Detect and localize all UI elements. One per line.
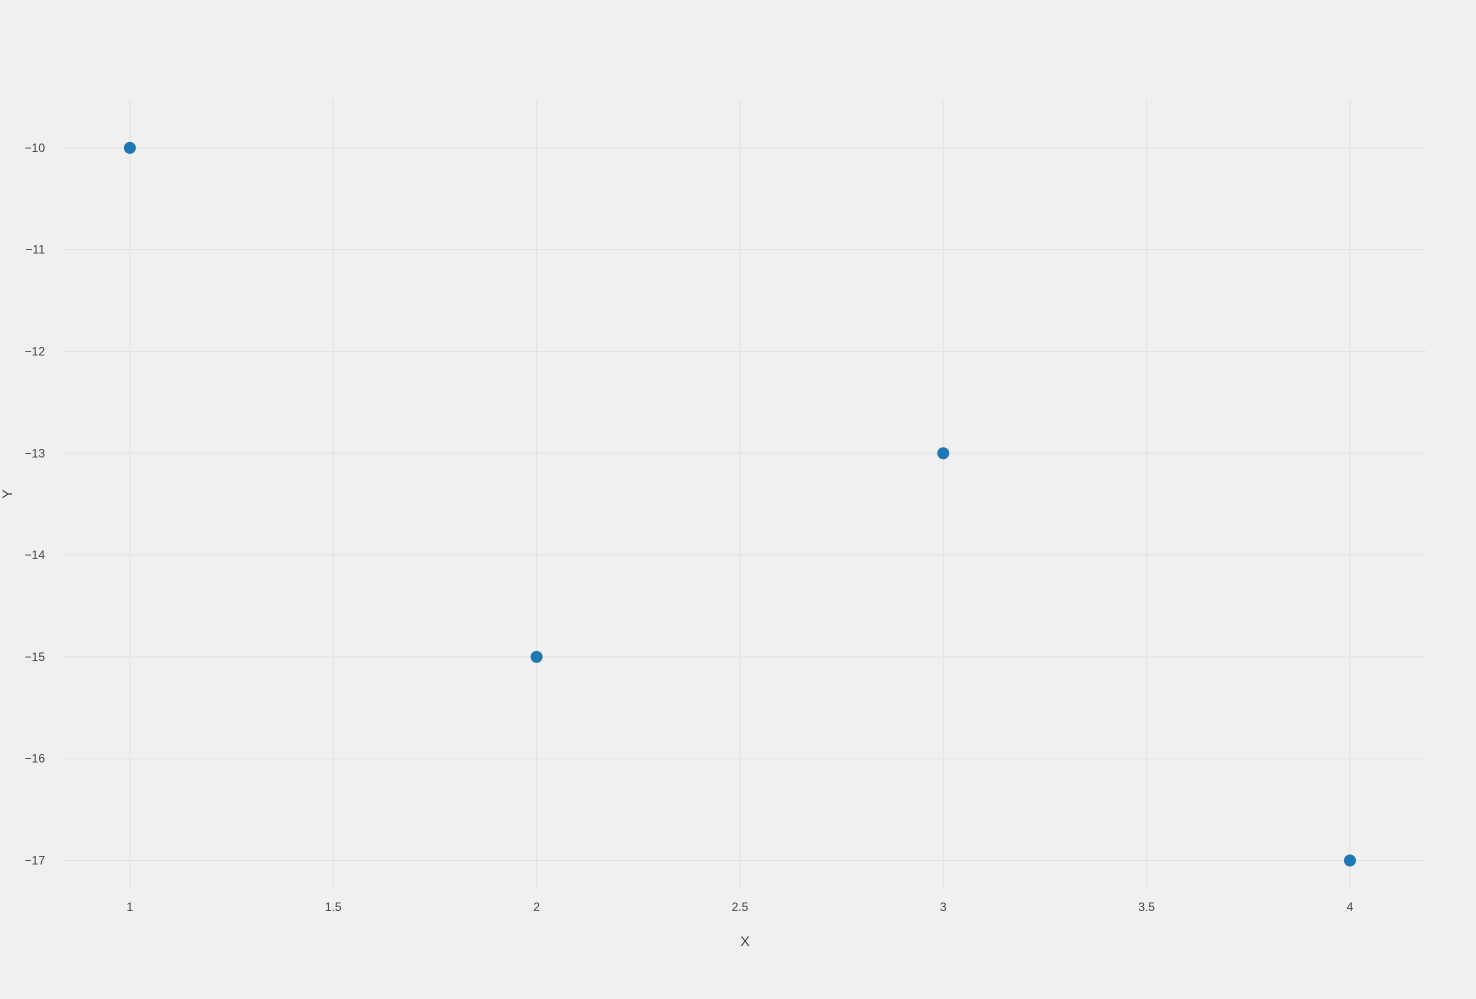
y-tick-labels: −10 −11 −12 −13 −14 −15 −16 −17 — [25, 141, 46, 868]
y-tick-label: −11 — [26, 243, 46, 257]
data-point[interactable] — [123, 141, 136, 154]
y-gridlines — [64, 147, 1426, 862]
x-tick-label: 2 — [533, 900, 540, 914]
y-tick-label: −15 — [25, 650, 46, 664]
x-tick-label: 3 — [940, 900, 947, 914]
data-point[interactable] — [937, 447, 950, 460]
x-tick-label: 4 — [1347, 900, 1354, 914]
y-axis-title: Y — [0, 489, 15, 499]
x-tick-label: 1 — [127, 900, 134, 914]
x-tick-labels: 1 1.5 2 2.5 3 3.5 4 — [127, 900, 1354, 914]
data-point[interactable] — [1343, 854, 1356, 867]
x-tick-label: 2.5 — [732, 900, 749, 914]
data-points — [123, 141, 1356, 867]
y-tick-label: −16 — [25, 752, 46, 766]
y-tick-label: −13 — [25, 446, 46, 460]
data-point[interactable] — [530, 650, 543, 663]
x-axis-title: X — [740, 933, 750, 949]
y-tick-label: −12 — [25, 344, 46, 358]
y-tick-label: −14 — [25, 548, 46, 562]
y-tick-label: −10 — [25, 141, 46, 155]
y-tick-label: −17 — [25, 854, 46, 868]
x-gridlines — [129, 100, 1351, 888]
x-tick-label: 1.5 — [325, 900, 342, 914]
x-tick-label: 3.5 — [1138, 900, 1155, 914]
